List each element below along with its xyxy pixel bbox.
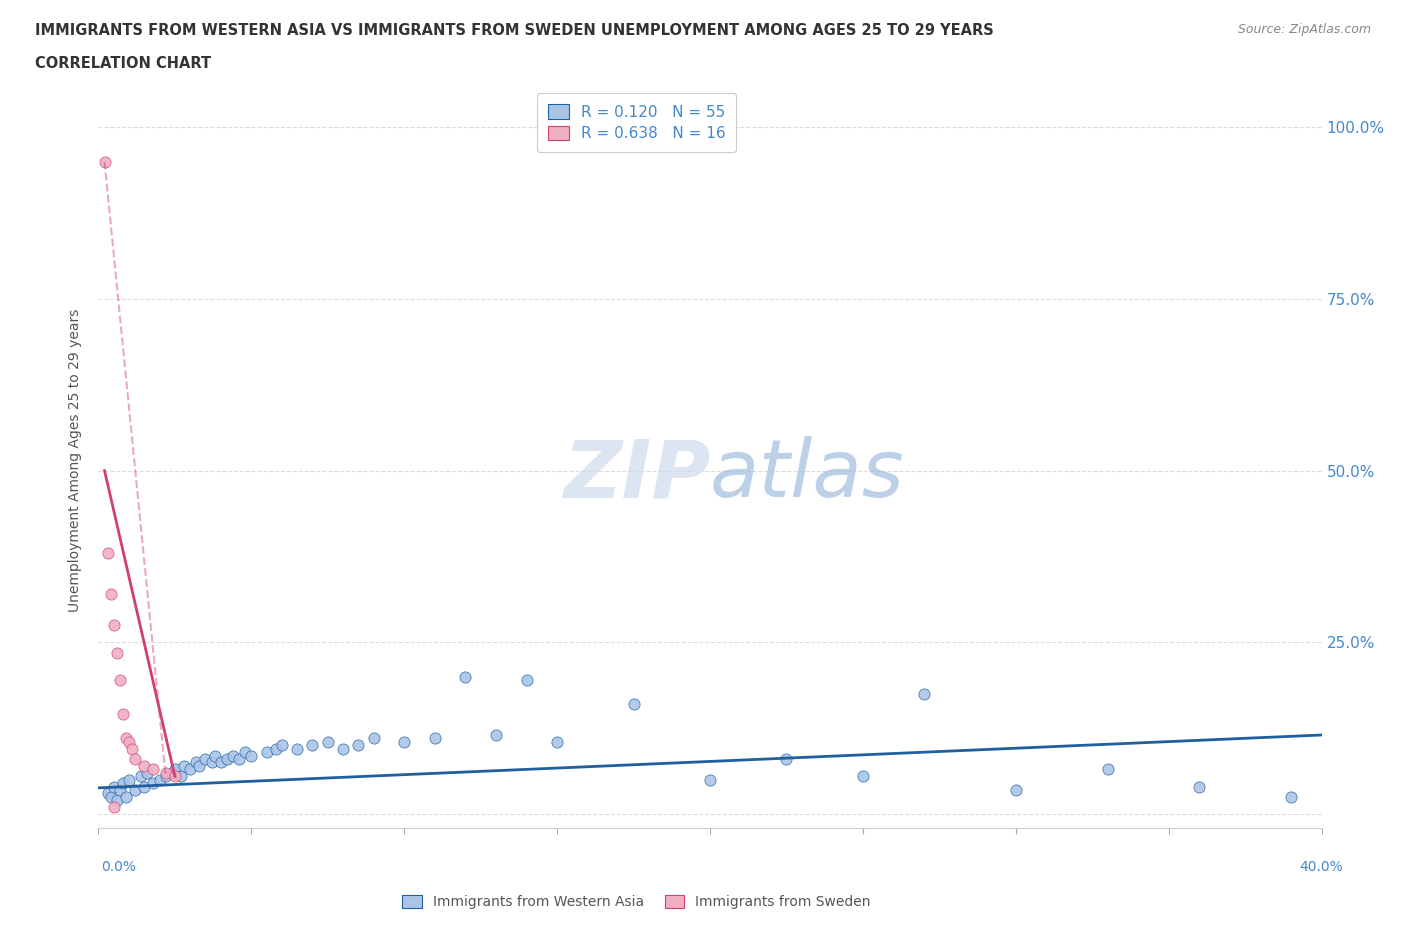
Point xyxy=(775,751,797,766)
Point xyxy=(200,755,222,770)
Point xyxy=(209,755,232,770)
Point xyxy=(347,737,370,752)
Point xyxy=(1188,779,1211,794)
Point xyxy=(103,800,125,815)
Point xyxy=(163,769,186,784)
Point xyxy=(264,741,287,756)
Point xyxy=(121,741,143,756)
Point xyxy=(173,759,195,774)
Point xyxy=(392,735,416,750)
Point xyxy=(134,779,156,794)
Point xyxy=(134,759,156,774)
Point xyxy=(179,762,201,777)
Text: 40.0%: 40.0% xyxy=(1299,860,1343,874)
Point xyxy=(103,618,125,632)
Point xyxy=(115,731,138,746)
Point xyxy=(194,751,217,766)
Point xyxy=(912,686,935,701)
Point xyxy=(1279,790,1302,804)
Point xyxy=(188,759,211,774)
Point xyxy=(129,769,152,784)
Point xyxy=(105,645,128,660)
Point xyxy=(118,772,141,787)
Point xyxy=(142,776,165,790)
Point xyxy=(546,735,568,750)
Point xyxy=(142,762,165,777)
Point xyxy=(124,782,146,797)
Point xyxy=(136,765,159,780)
Point xyxy=(454,670,477,684)
Point xyxy=(363,731,385,746)
Point xyxy=(100,587,122,602)
Point xyxy=(155,769,177,784)
Point xyxy=(270,737,292,752)
Point xyxy=(97,786,120,801)
Point xyxy=(186,755,208,770)
Text: CORRELATION CHART: CORRELATION CHART xyxy=(35,56,211,71)
Point xyxy=(111,776,134,790)
Text: IMMIGRANTS FROM WESTERN ASIA VS IMMIGRANTS FROM SWEDEN UNEMPLOYMENT AMONG AGES 2: IMMIGRANTS FROM WESTERN ASIA VS IMMIGRAN… xyxy=(35,23,994,38)
Point xyxy=(222,748,245,763)
Point xyxy=(623,697,645,711)
Point xyxy=(124,751,146,766)
Point xyxy=(1097,762,1119,777)
Point xyxy=(423,731,446,746)
Point xyxy=(699,772,721,787)
Point xyxy=(316,735,339,750)
Point xyxy=(160,765,183,780)
Point xyxy=(93,154,115,169)
Point xyxy=(115,790,138,804)
Point xyxy=(97,546,120,561)
Point xyxy=(108,672,131,687)
Point xyxy=(256,745,278,760)
Point xyxy=(105,792,128,807)
Point xyxy=(852,769,875,784)
Text: Source: ZipAtlas.com: Source: ZipAtlas.com xyxy=(1237,23,1371,36)
Point xyxy=(285,741,308,756)
Point xyxy=(108,782,131,797)
Point xyxy=(240,748,263,763)
Legend: Immigrants from Western Asia, Immigrants from Sweden: Immigrants from Western Asia, Immigrants… xyxy=(395,888,877,916)
Point xyxy=(516,672,538,687)
Point xyxy=(155,765,177,780)
Point xyxy=(485,727,508,742)
Text: 0.0%: 0.0% xyxy=(101,860,136,874)
Point xyxy=(233,745,256,760)
Point xyxy=(228,751,250,766)
Text: atlas: atlas xyxy=(710,436,905,514)
Point xyxy=(100,790,122,804)
Point xyxy=(301,737,323,752)
Text: ZIP: ZIP xyxy=(562,436,710,514)
Point xyxy=(163,762,186,777)
Point xyxy=(103,779,125,794)
Point xyxy=(170,769,193,784)
Y-axis label: Unemployment Among Ages 25 to 29 years: Unemployment Among Ages 25 to 29 years xyxy=(69,309,83,612)
Point xyxy=(215,751,238,766)
Point xyxy=(204,748,226,763)
Point xyxy=(149,772,172,787)
Point xyxy=(118,735,141,750)
Point xyxy=(1004,782,1026,797)
Point xyxy=(332,741,354,756)
Point xyxy=(111,707,134,722)
